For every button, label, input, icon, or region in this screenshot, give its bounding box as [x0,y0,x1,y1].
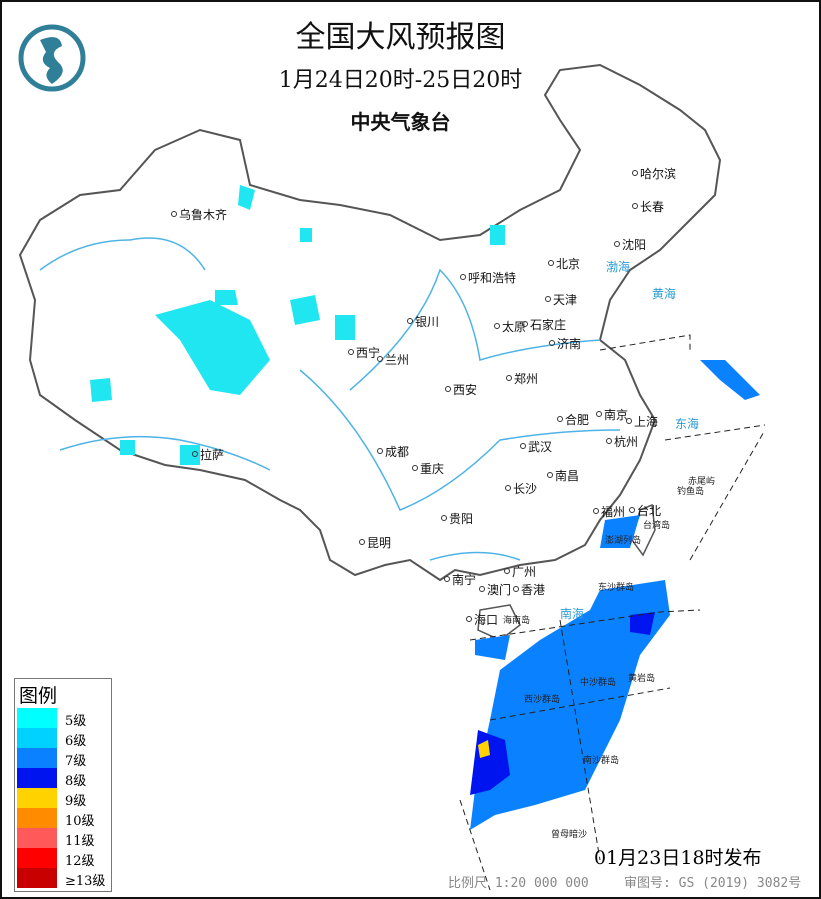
wind-level-5-6-areas [90,185,505,465]
legend-swatch [17,748,57,768]
city-label: 合肥 [556,413,590,427]
forecast-period: 1月24日20时-25日20时 [278,68,523,93]
city-label: 天津 [544,293,578,307]
city-label: 上海 [625,415,659,429]
island-label: 赤尾屿 [688,477,716,487]
wind-level-7-areas [470,360,760,830]
city-label: 太原 [493,320,527,334]
city-label: 台北 [628,504,662,518]
city-label: 福州 [592,505,626,519]
sea-label: 黄海 [652,287,677,301]
legend-label: 6级 [65,734,87,749]
wind-level-9-area [478,740,490,758]
legend-swatch [17,848,57,868]
island-label: 黄岩岛 [628,674,656,684]
legend-label: 8级 [65,774,87,789]
legend-item: ≥13级 [17,868,109,889]
city-label: 银川 [406,315,440,329]
city-label: 重庆 [411,462,445,476]
island-label: 曾母暗沙 [551,830,588,840]
hainan-island [477,604,521,641]
legend-label: 12级 [65,854,95,869]
legend-item: 11级 [17,828,109,849]
legend-label: 7级 [65,754,87,769]
legend-swatch [17,708,57,728]
legend-swatch [17,788,57,808]
city-label: 郑州 [505,372,539,386]
city-label: 拉萨 [191,448,225,462]
city-label: 北京 [547,257,581,271]
sea-label: 东海 [675,417,700,431]
legend-item: 9级 [17,788,109,809]
city-label: 西安 [444,383,478,397]
legend-swatch [17,808,57,828]
city-label: 成都 [376,445,410,459]
city-label: 贵阳 [440,512,474,526]
legend-label: 11级 [65,834,95,849]
logo [18,24,86,92]
island-label: 海南岛 [503,616,531,626]
city-label: 武汉 [519,440,553,454]
legend-swatch [17,828,57,848]
legend-swatch [17,768,57,788]
legend-item: 10级 [17,808,109,829]
city-label: 呼和浩特 [459,271,517,285]
approval-number: 审图号: GS (2019) 3082号 [624,876,802,891]
city-label: 济南 [548,337,582,351]
city-label: 长沙 [504,482,538,496]
city-label: 海口 [465,613,499,627]
island-label: 澎湖列岛 [605,536,642,546]
island-label: 中沙群岛 [580,678,617,688]
legend-item: 5级 [17,708,109,729]
legend-label: ≥13级 [65,874,106,889]
city-label: 西宁 [347,346,381,360]
sea-label: 南海 [560,607,585,621]
legend-swatch [17,728,57,748]
legend-item: 12级 [17,848,109,869]
legend-swatch [17,868,57,888]
city-label: 石家庄 [521,318,567,332]
city-label: 长春 [631,200,665,214]
city-label: 南宁 [443,573,477,587]
island-label: 西沙群岛 [524,695,561,705]
city-label: 哈尔滨 [631,167,677,181]
city-label: 澳门 [478,583,512,597]
island-label: 台湾岛 [643,521,671,531]
city-label: 昆明 [358,536,392,550]
city-label: 沈阳 [613,238,647,252]
island-label: 东沙群岛 [598,583,635,593]
sea-label: 渤海 [606,260,631,274]
issuer: 中央气象台 [350,110,451,134]
legend-label: 5级 [65,714,87,729]
legend-label: 9级 [65,794,87,809]
city-label: 南昌 [546,469,580,483]
city-label: 杭州 [605,435,639,449]
city-label: 香港 [512,583,546,597]
city-label: 广州 [503,565,537,579]
river-lines [39,237,621,561]
legend-item: 7级 [17,748,109,769]
city-label: 乌鲁木齐 [170,208,228,222]
city-label: 兰州 [376,353,410,367]
island-label: 钓鱼岛 [677,487,705,497]
map-scale: 比例尺 1:20 000 000 [448,876,589,891]
map-title: 全国大风预报图 [295,20,506,55]
legend-label: 10级 [65,814,95,829]
legend: 图例 5级 6级 7级 8级 9级 10级 11级 12级 ≥13级 [14,678,112,892]
legend-item: 6级 [17,728,109,749]
island-label: 南沙群岛 [583,756,620,766]
sea-area-boundaries [459,334,766,891]
issue-time: 01月23日18时发布 [594,847,762,869]
legend-item: 8级 [17,768,109,789]
legend-title: 图例 [19,685,58,707]
city-label: 南京 [595,408,629,422]
